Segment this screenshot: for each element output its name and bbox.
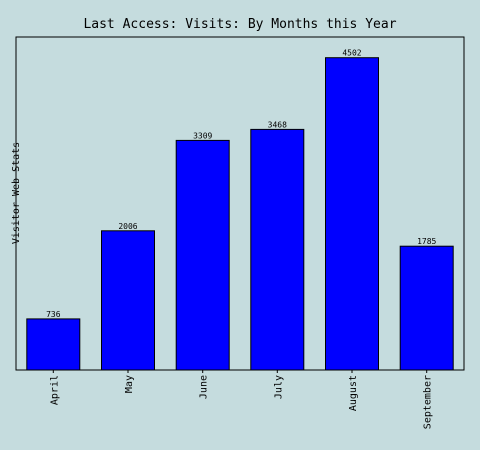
bars-group [26, 57, 454, 371]
bar-august [325, 57, 379, 371]
x-tick-label-april: April [49, 375, 60, 405]
x-tick-label-june: June [199, 375, 210, 399]
plot-area-frame [15, 36, 465, 371]
data-label-august: 4502 [342, 49, 361, 58]
data-label-september: 1785 [417, 237, 436, 246]
x-tick-label-august: August [348, 375, 359, 411]
x-tick-label-september: September [423, 375, 434, 429]
bar-april [26, 318, 81, 371]
x-tick-labels-group: April May June July August September [49, 370, 434, 429]
bar-july [250, 128, 305, 371]
bar-september [399, 245, 454, 371]
value-labels-group: 736 2006 3309 3468 4502 1785 [46, 49, 436, 319]
data-label-april: 736 [46, 310, 61, 319]
data-label-may: 2006 [118, 222, 137, 231]
data-label-july: 3468 [268, 120, 287, 129]
x-tick-label-july: July [273, 375, 284, 399]
x-tick-label-may: May [124, 375, 135, 393]
data-label-june: 3309 [193, 131, 212, 140]
bar-june [175, 139, 230, 371]
bar-may [101, 230, 155, 371]
chart-title: Last Access: Visits: By Months this Year [83, 17, 396, 32]
